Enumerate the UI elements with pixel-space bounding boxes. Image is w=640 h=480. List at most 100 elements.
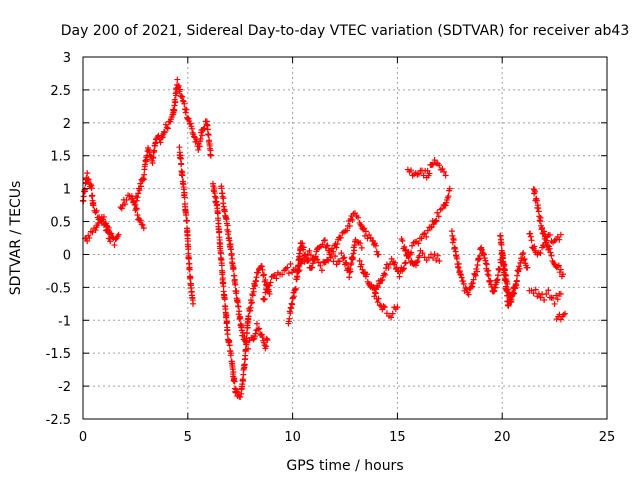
grid-lines [83,57,607,419]
data-point [260,272,267,279]
data-point [253,320,260,327]
data-point [241,333,248,340]
data-point [529,244,536,251]
data-point [260,271,267,278]
y-axis-label: SDTVAR / TECUs [8,181,24,296]
data-point [237,314,244,321]
data-point [463,286,470,293]
data-point [93,207,100,214]
data-point [140,175,147,182]
data-point [470,276,477,283]
data-point [305,257,312,264]
data-point [363,271,370,278]
data-point [560,311,567,318]
data-point [289,301,296,308]
data-point [86,234,93,241]
data-point [230,368,237,375]
data-point [216,228,223,235]
data-point [527,230,534,237]
data-point [319,241,326,248]
data-point [226,342,233,349]
data-point [201,125,208,132]
data-point [240,378,247,385]
data-point [100,213,107,220]
data-points [80,76,569,400]
data-point [499,255,506,262]
data-point [176,144,183,151]
data-point [296,253,303,260]
y-tick-label: -1.5 [46,347,71,362]
data-point [266,290,273,297]
data-point [554,296,561,303]
data-point [107,238,114,245]
data-point [123,197,130,204]
data-point [235,389,242,396]
data-point [243,341,250,348]
y-tick-label: -0.5 [46,281,71,296]
data-point [430,161,437,168]
data-point [186,266,193,273]
data-point [379,276,386,283]
data-point [267,279,274,286]
data-point [543,237,550,244]
data-point [550,295,557,302]
data-point [500,260,507,267]
data-point [321,237,328,244]
data-point [556,236,563,243]
data-point [215,220,222,227]
data-point [157,139,164,146]
data-point [299,240,306,247]
data-point [309,264,316,271]
data-point [324,242,331,249]
data-point [557,316,564,323]
data-point [129,195,136,202]
data-point [109,234,116,241]
x-tick-label: 5 [184,430,192,445]
data-point [311,256,318,263]
data-point [333,244,340,251]
data-point [159,134,166,141]
data-point [248,299,255,306]
data-point [414,258,421,265]
data-point [543,291,550,298]
data-point [196,143,203,150]
y-tick-label: 2 [63,117,71,132]
data-point [235,303,242,310]
data-point [446,185,453,192]
data-point [108,230,115,237]
data-point [287,260,294,267]
data-point [149,160,156,167]
data-point [495,272,502,279]
y-tick-label: 1.5 [50,150,71,165]
data-point [433,217,440,224]
data-point [137,180,144,187]
data-point [250,288,257,295]
data-point [307,252,314,259]
data-point [441,168,448,175]
data-point [551,300,558,307]
data-point [515,268,522,275]
data-point [433,257,440,264]
x-axis-ticks: 0 5 10 15 20 25 [79,57,615,445]
data-point [242,337,249,344]
data-point [434,252,441,259]
data-point [351,247,358,254]
data-point [402,247,409,254]
data-point [520,257,527,264]
x-tick-label: 0 [79,430,87,445]
data-point [195,146,202,153]
data-point [187,120,194,127]
data-point [90,202,97,209]
data-point [304,257,311,264]
data-point [295,262,302,269]
data-point [182,109,189,116]
data-point [485,272,492,279]
data-point [139,221,146,228]
data-point [412,262,419,269]
data-point [375,295,382,302]
data-point [367,234,374,241]
data-point [218,262,225,269]
data-point [478,246,485,253]
data-point [498,241,505,248]
data-point [480,250,487,257]
